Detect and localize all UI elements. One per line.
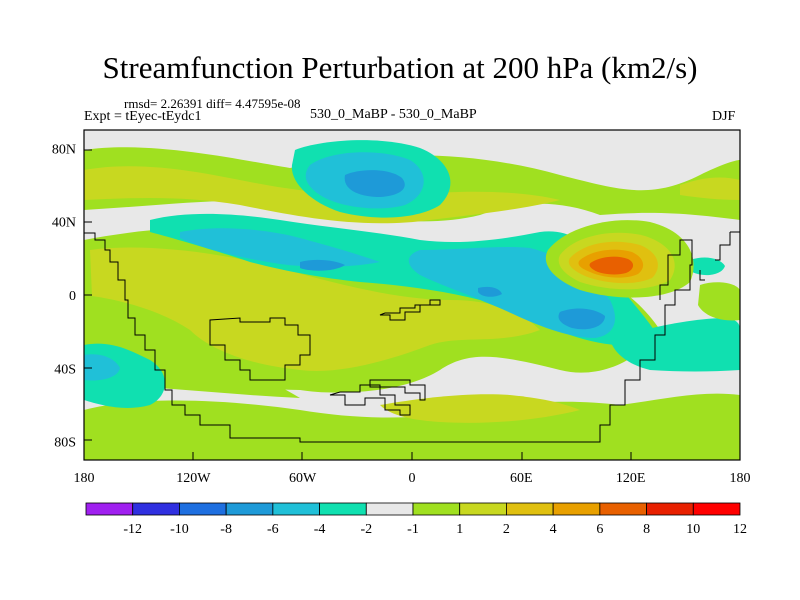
colorbar-swatch: [412, 502, 461, 516]
x-tick-label: 120W: [176, 471, 211, 486]
colorbar: [85, 502, 741, 516]
colorbar-label: 2: [503, 522, 510, 537]
contour-band-neg2e: [690, 257, 725, 276]
coastline-africa-tip: [369, 379, 426, 401]
stats-label: rmsd= 2.26391 diff= 4.47595e-08: [124, 96, 301, 111]
contour-band-neg6b: [300, 259, 345, 271]
y-tick-label: 0: [69, 289, 76, 304]
coastline-east-asia: [699, 231, 740, 281]
contour-band-4d: [680, 177, 740, 200]
colorbar-swatch: [459, 502, 507, 516]
x-tick-label: 120E: [616, 471, 646, 486]
contour-band-neg6a: [344, 170, 405, 197]
contour-band-neg4d: [84, 354, 120, 381]
colorbar-swatch: [179, 502, 227, 516]
colorbar-label: -2: [360, 522, 372, 537]
coastline-africa: [329, 384, 411, 416]
coastlines: [84, 231, 740, 443]
map-area: [84, 130, 740, 460]
x-tick-label: 180: [730, 471, 751, 486]
colorbar-swatch: [552, 502, 601, 516]
chart-title: Streamfunction Perturbation at 200 hPa (…: [102, 50, 698, 85]
colorbar-swatch: [365, 502, 414, 516]
y-tick-label: 40N: [52, 216, 76, 231]
colorbar-labels: -12 -10 -8 -6 -4 -2 -1 1 2 4 6 8 10 12: [123, 522, 747, 537]
y-tick-label: 40S: [54, 362, 76, 377]
season-label: DJF: [712, 109, 736, 124]
contour-band-neg6d: [478, 286, 502, 297]
colorbar-label: -8: [220, 522, 232, 537]
colorbar-swatch: [225, 502, 274, 516]
center-label: 530_0_MaBP - 530_0_MaBP: [310, 107, 477, 122]
y-tick-label: 80S: [54, 436, 76, 451]
colorbar-label: -1: [407, 522, 419, 537]
colorbar-swatch: [85, 502, 134, 516]
contour-band-4b: [90, 247, 540, 371]
contour-band-pos10-anticyclone: [589, 256, 634, 275]
colorbar-label: 1: [456, 522, 463, 537]
colorbar-label: -12: [123, 522, 142, 537]
colorbar-label: 12: [733, 522, 747, 537]
colorbar-swatch: [319, 502, 367, 516]
contour-band-neg6c: [558, 308, 605, 330]
y-tick-label: 80N: [52, 142, 76, 157]
coastline-south-america: [209, 317, 311, 381]
colorbar-label: 8: [643, 522, 650, 537]
contour-band-4c: [380, 394, 580, 423]
colorbar-swatch: [132, 502, 180, 516]
x-tick-label: 180: [74, 471, 95, 486]
coastline-north-america: [84, 232, 693, 443]
y-axis-labels: 80N 40N 0 40S 80S: [52, 142, 76, 450]
colorbar-swatch: [692, 502, 741, 516]
x-tick-label: 0: [409, 471, 416, 486]
colorbar-label: -10: [170, 522, 189, 537]
colorbar-swatch: [272, 502, 320, 516]
colorbar-label: -4: [314, 522, 326, 537]
experiment-label: Expt = tEyec-tEydc1: [84, 109, 202, 124]
contour-band-neg4b: [180, 228, 380, 267]
contour-band-neg2d: [610, 318, 740, 372]
colorbar-label: -6: [267, 522, 279, 537]
axis-ticks: [83, 149, 741, 460]
colorbar-label: 4: [550, 522, 557, 537]
colorbar-swatch: [599, 502, 647, 516]
coastline-asia-south: [379, 299, 441, 321]
colorbar-swatch: [506, 502, 554, 516]
x-tick-label: 60W: [289, 471, 317, 486]
contour-band-pos2-edge: [698, 282, 740, 321]
colorbar-label: 6: [596, 522, 603, 537]
x-axis-labels: 180 120W 60W 0 60E 120E 180: [74, 471, 751, 486]
colorbar-swatch: [646, 502, 694, 516]
colorbar-label: 10: [686, 522, 700, 537]
x-tick-label: 60E: [510, 471, 533, 486]
